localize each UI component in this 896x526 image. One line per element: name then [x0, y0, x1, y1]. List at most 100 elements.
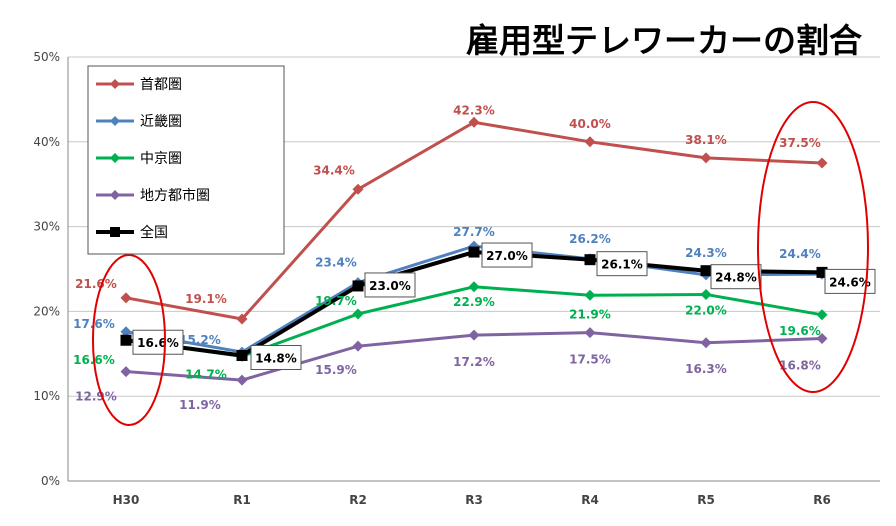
x-tick-label: R5 [697, 493, 715, 507]
data-label: 40.0% [569, 117, 611, 131]
data-label: 22.0% [685, 303, 727, 317]
legend-box [87, 65, 285, 255]
data-label: 19.6% [779, 324, 821, 338]
data-label-box [364, 272, 416, 298]
data-label: 26.1% [601, 258, 643, 272]
data-label-box [250, 344, 302, 370]
highlight-ellipse-R6 [757, 101, 869, 393]
data-point [352, 308, 364, 320]
data-point [584, 327, 596, 339]
data-point [120, 326, 132, 338]
data-label: 24.6% [829, 275, 871, 289]
data-label: 21.9% [569, 307, 611, 321]
data-point [120, 366, 132, 378]
data-point [816, 266, 828, 278]
data-point [584, 254, 596, 266]
data-label: 24.3% [685, 246, 727, 260]
data-label: 34.4% [313, 163, 355, 177]
legend-item: 全国 [96, 224, 168, 241]
data-label: 15.2% [179, 333, 221, 347]
highlight-ellipse-H30 [92, 254, 166, 426]
data-label: 42.3% [453, 103, 495, 117]
y-axis: 0% 10% 20% 30% 40% 50% [33, 50, 69, 488]
data-label: 12.9% [75, 390, 117, 404]
data-point [468, 329, 480, 341]
y-tick-label: 30% [33, 220, 60, 234]
data-point [110, 153, 120, 163]
data-label: 17.5% [569, 353, 611, 367]
y-tick-label: 0% [41, 474, 60, 488]
data-point [584, 289, 596, 301]
legend-label: 中京圏 [140, 151, 182, 167]
data-point [700, 288, 712, 300]
y-tick-label: 50% [33, 50, 60, 64]
legend-label: 全国 [140, 224, 168, 241]
x-tick-label: R6 [813, 493, 831, 507]
x-tick-label: R1 [233, 493, 251, 507]
data-point [110, 79, 120, 89]
data-label: 21.6% [75, 277, 117, 291]
data-point [816, 157, 828, 169]
labels-地方都市圏: 12.9% 11.9% 15.9% 17.2% 17.5% 16.3% 16.8% [75, 353, 821, 412]
data-point [236, 349, 248, 361]
y-tick-label: 20% [33, 304, 60, 318]
data-point [700, 265, 712, 277]
data-label: 38.1% [685, 133, 727, 147]
data-label: 11.9% [179, 398, 221, 412]
data-point [816, 309, 828, 321]
data-point [110, 190, 120, 200]
series-layer [120, 116, 828, 386]
series-首都圏 [120, 116, 828, 325]
data-label: 14.8% [255, 351, 297, 365]
data-label: 24.8% [715, 271, 757, 285]
data-label: 16.3% [685, 362, 727, 376]
y-tick-label: 10% [33, 389, 60, 403]
legend-item: 首都圏 [96, 77, 182, 93]
data-label: 26.2% [569, 232, 611, 246]
data-point [110, 227, 120, 237]
series-地方都市圏 [120, 327, 828, 386]
data-label: 15.9% [315, 363, 357, 377]
data-label: 24.4% [779, 247, 821, 261]
data-point [236, 313, 248, 325]
data-label: 14.7% [185, 367, 227, 381]
series-全国 [120, 246, 828, 361]
data-point [468, 281, 480, 293]
data-point [120, 334, 132, 346]
legend-item: 近畿圏 [96, 114, 182, 130]
x-tick-label: H30 [113, 493, 140, 507]
data-point [352, 340, 364, 352]
annotations-layer [92, 101, 869, 426]
data-label: 27.0% [486, 249, 528, 263]
labels-近畿圏: 17.6%15.2%23.4%27.7% 26.2%24.3% 24.4% [73, 225, 821, 347]
labels-首都圏: 21.6% 19.1% 34.4% 42.3% 40.0% 38.1% 37.5% [75, 103, 821, 306]
data-point [352, 280, 364, 292]
data-label: 17.2% [453, 355, 495, 369]
chart-title: 雇用型テレワーカーの割合 [466, 21, 862, 60]
data-point [468, 246, 480, 258]
labels-全国: 16.6% 14.8% 23.0% 27.0% 26.1% 24.8% 24.6% [132, 242, 876, 370]
data-point [236, 374, 248, 386]
legend-label: 近畿圏 [140, 114, 182, 130]
x-tick-label: R4 [581, 493, 599, 507]
data-point [468, 116, 480, 128]
data-label-box [132, 329, 184, 355]
data-point [816, 333, 828, 345]
data-label: 16.6% [137, 336, 179, 350]
data-label: 19.7% [315, 294, 357, 308]
data-label: 23.4% [315, 256, 357, 270]
data-label: 37.5% [779, 136, 821, 150]
legend-item: 地方都市圏 [96, 187, 210, 204]
labels-中京圏: 16.6% 14.7% 19.7% 22.9% 21.9% 22.0% 19.6% [73, 294, 821, 381]
data-label: 22.9% [453, 295, 495, 309]
data-point [584, 136, 596, 148]
y-tick-label: 40% [33, 135, 60, 149]
data-label: 19.1% [185, 292, 227, 306]
x-axis: H30 R1 R2 R3 R4 R5 R6 [113, 493, 831, 507]
data-labels-layer: 21.6%19.1%34.4%42.3%40.0%38.1% 37.5%17.6%… [73, 103, 876, 412]
x-tick-label: R3 [465, 493, 483, 507]
legend-item: 中京圏 [96, 151, 182, 167]
data-point [110, 116, 120, 126]
legend-label: 首都圏 [140, 77, 182, 93]
